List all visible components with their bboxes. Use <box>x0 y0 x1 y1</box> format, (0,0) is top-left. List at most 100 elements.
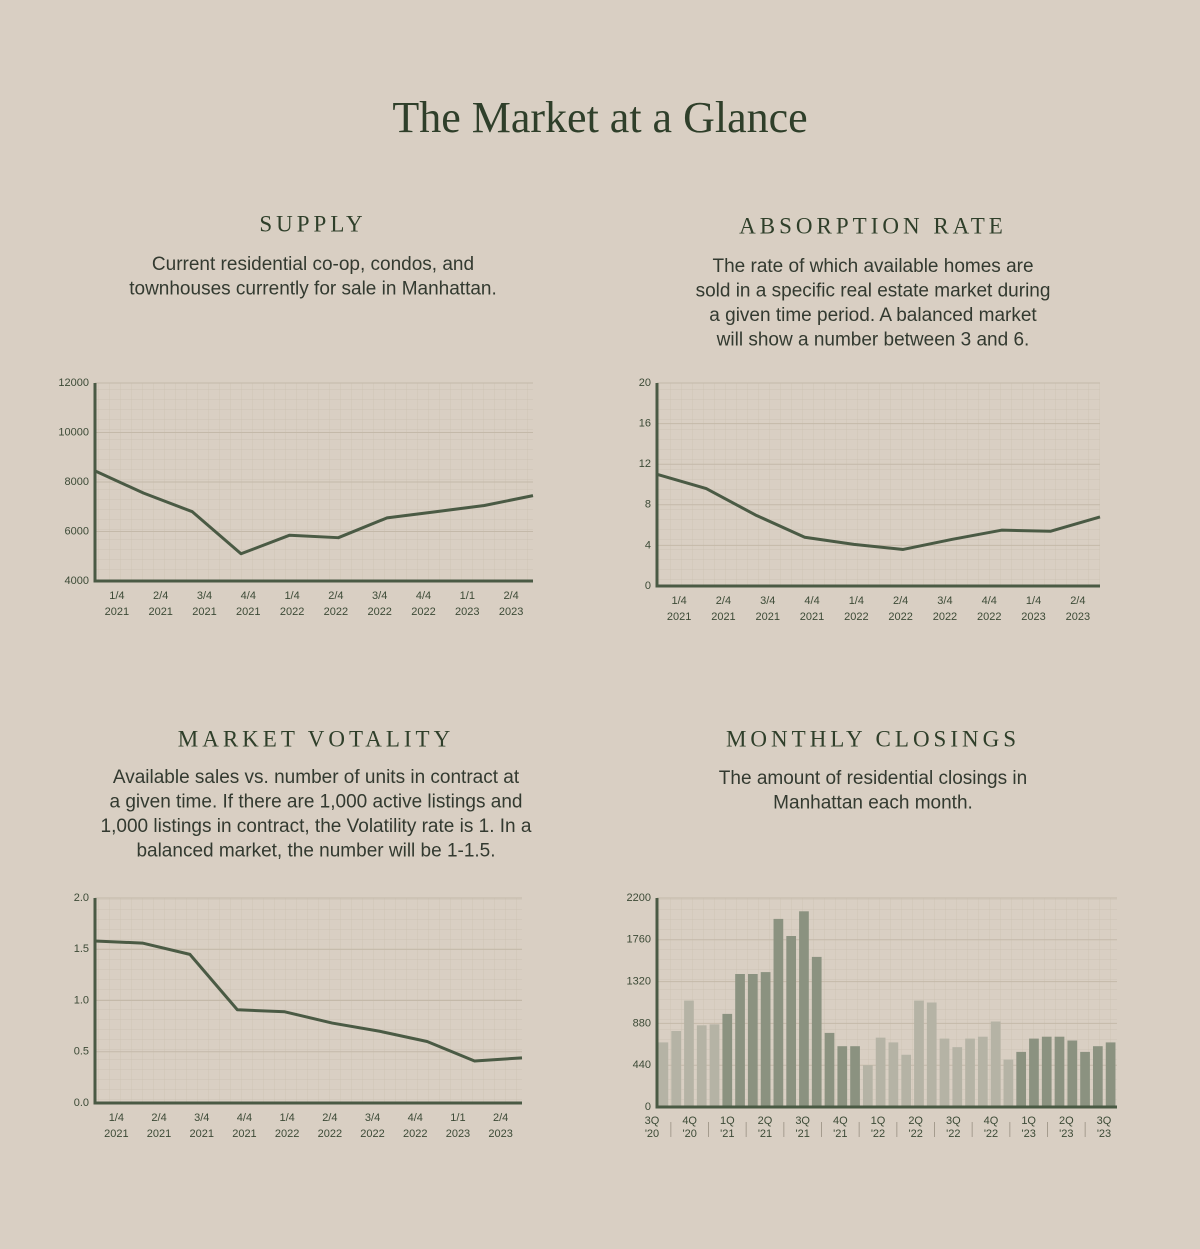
x-tick-label: 2021 <box>105 606 129 618</box>
chart-title: MARKET VOTALITY <box>178 726 454 751</box>
bar <box>914 1000 924 1107</box>
x-tick-label: 2022 <box>367 606 391 618</box>
x-tick-label: '21 <box>833 1128 847 1140</box>
bar <box>799 911 809 1107</box>
bar <box>990 1021 1001 1107</box>
y-tick-label: 440 <box>633 1059 651 1071</box>
y-tick-label: 2200 <box>627 892 651 904</box>
x-tick-label: 1/1 <box>460 590 475 602</box>
x-tick-label: 2022 <box>411 606 435 618</box>
x-tick-label: 3Q <box>946 1115 961 1127</box>
x-tick-label: 3/4 <box>372 590 387 602</box>
x-tick-label: '23 <box>1097 1128 1111 1140</box>
bar <box>901 1054 912 1107</box>
x-tick-label: 4Q <box>984 1115 999 1127</box>
x-tick-label: 2022 <box>403 1128 427 1140</box>
axis <box>93 898 522 1105</box>
x-tick-label: 2022 <box>360 1128 384 1140</box>
chart-description: will show a number between 3 and 6. <box>716 330 1030 351</box>
bar <box>1054 1036 1065 1107</box>
x-tick-label: '23 <box>1021 1128 1035 1140</box>
bar <box>735 974 745 1107</box>
bar <box>850 1046 860 1107</box>
x-tick-label: 2022 <box>977 611 1001 623</box>
x-tick-label: 4/4 <box>241 590 256 602</box>
x-tick-label: 1/4 <box>109 1112 124 1124</box>
line-series <box>94 469 534 556</box>
x-tick-label: 2/4 <box>151 1112 166 1124</box>
chart-description: sold in a specific real estate market du… <box>696 281 1051 302</box>
x-tick-label: 1Q <box>1021 1115 1036 1127</box>
chart-title: MONTHLY CLOSINGS <box>726 726 1020 751</box>
chart-title: ABSORPTION RATE <box>739 213 1007 238</box>
bar <box>1092 1046 1103 1107</box>
page-title: The Market at a Glance <box>392 93 807 142</box>
x-tick-label: 1/4 <box>284 590 299 602</box>
bar <box>888 1042 899 1107</box>
x-tick-label: 2023 <box>455 606 479 618</box>
y-tick-label: 0.5 <box>74 1046 89 1058</box>
x-tick-label: '22 <box>871 1128 885 1140</box>
y-tick-label: 8 <box>645 499 651 511</box>
bar <box>1003 1059 1014 1107</box>
chart-description: Available sales vs. number of units in c… <box>113 767 520 788</box>
y-tick-label: 0 <box>645 1101 651 1113</box>
chart-description: 1,000 listings in contract, the Volatili… <box>101 816 532 837</box>
y-tick-label: 1.5 <box>74 943 89 955</box>
bar <box>811 956 822 1107</box>
bar <box>1080 1051 1090 1107</box>
x-tick-label: 2022 <box>844 611 868 623</box>
x-tick-label: 2/4 <box>493 1112 508 1124</box>
x-tick-label: '22 <box>946 1128 960 1140</box>
y-tick-label: 1760 <box>627 934 651 946</box>
bar <box>671 1031 682 1107</box>
bar <box>696 1025 707 1107</box>
x-tick-label: 2/4 <box>322 1112 337 1124</box>
x-tick-label: '21 <box>758 1128 772 1140</box>
bar <box>658 1042 669 1107</box>
x-tick-label: 4/4 <box>408 1112 423 1124</box>
x-tick-label: 4/4 <box>416 590 431 602</box>
chart-title: SUPPLY <box>259 211 366 236</box>
x-tick-label: 3/4 <box>760 595 775 607</box>
y-tick-label: 16 <box>639 418 651 430</box>
x-tick-label: 2021 <box>800 611 824 623</box>
chart-description: balanced market, the number will be 1-1.… <box>136 841 495 862</box>
chart-description: a given time period. A balanced market <box>709 305 1037 326</box>
bar <box>1105 1042 1116 1107</box>
x-tick-label: 3/4 <box>194 1112 209 1124</box>
x-tick-label: 2Q <box>758 1115 773 1127</box>
y-tick-label: 0 <box>645 580 651 592</box>
x-tick-label: 1Q <box>871 1115 886 1127</box>
x-tick-label: 2021 <box>711 611 735 623</box>
y-tick-label: 12 <box>639 458 651 470</box>
y-tick-label: 2.0 <box>74 892 89 904</box>
bar <box>939 1038 950 1107</box>
bar <box>760 972 771 1107</box>
bar <box>709 1024 720 1107</box>
x-tick-label: 2022 <box>324 606 348 618</box>
x-tick-label: '21 <box>720 1128 734 1140</box>
x-tick-label: 2023 <box>446 1128 470 1140</box>
bar <box>875 1037 886 1107</box>
x-tick-label: 2Q <box>1059 1115 1074 1127</box>
x-tick-label: 4/4 <box>982 595 997 607</box>
bar <box>773 918 784 1107</box>
y-tick-label: 1.0 <box>74 994 89 1006</box>
bar <box>1016 1051 1027 1107</box>
chart-description: townhouses currently for sale in Manhatt… <box>129 279 497 300</box>
plot-grid <box>657 898 1117 1107</box>
y-tick-label: 880 <box>633 1017 651 1029</box>
x-tick-label: 2021 <box>147 1128 171 1140</box>
x-tick-label: 1Q <box>720 1115 735 1127</box>
x-tick-label: 3Q <box>645 1115 660 1127</box>
x-tick-label: 3/4 <box>197 590 212 602</box>
x-tick-label: 1/4 <box>849 595 864 607</box>
x-tick-label: '23 <box>1059 1128 1073 1140</box>
chart-description: a given time. If there are 1,000 active … <box>110 792 523 813</box>
bar <box>1041 1036 1052 1107</box>
x-tick-label: 2021 <box>104 1128 128 1140</box>
y-tick-label: 8000 <box>65 476 89 488</box>
axis <box>93 383 533 583</box>
bar <box>722 1013 733 1107</box>
